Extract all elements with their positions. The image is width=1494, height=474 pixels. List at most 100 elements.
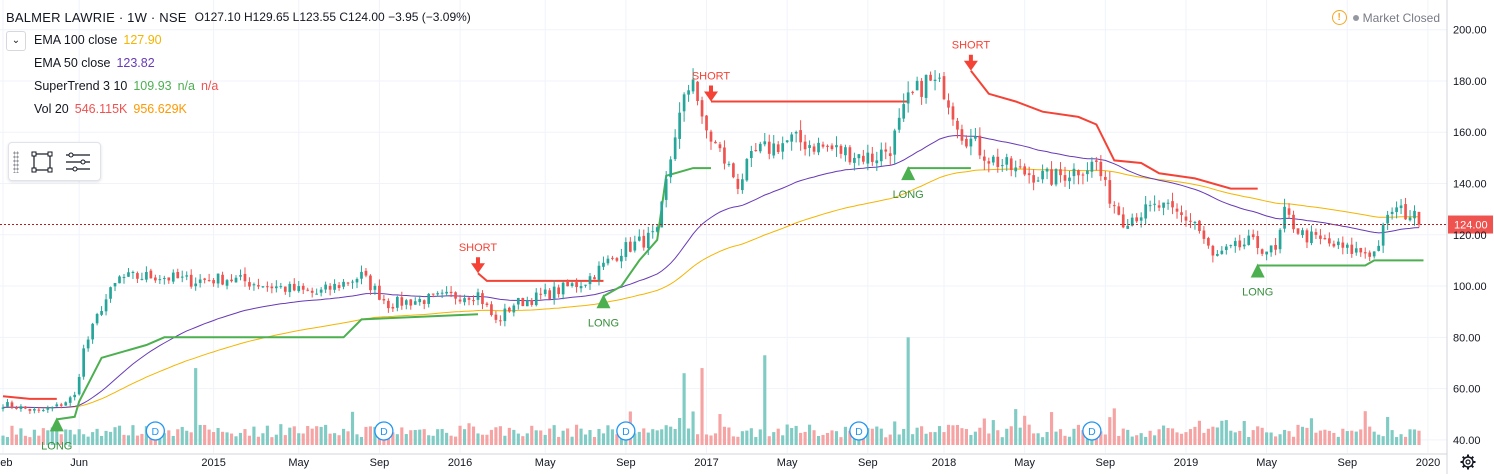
candle-body bbox=[530, 300, 534, 305]
list-settings-icon[interactable] bbox=[65, 149, 91, 175]
volume-bar bbox=[503, 435, 507, 445]
volume-bar bbox=[247, 435, 252, 445]
candle-body bbox=[991, 156, 995, 163]
volume-bar bbox=[234, 436, 238, 445]
volume-bar bbox=[91, 432, 95, 445]
volume-bar bbox=[391, 432, 395, 445]
candle-body bbox=[1305, 230, 1309, 243]
volume-bar bbox=[243, 429, 247, 445]
floating-toolbox[interactable] bbox=[8, 142, 101, 181]
candle-body bbox=[1045, 168, 1049, 172]
volume-bar bbox=[790, 428, 794, 445]
market-status[interactable]: ! Market Closed bbox=[1331, 10, 1440, 25]
volume-bar bbox=[489, 429, 493, 445]
candle-body bbox=[207, 280, 211, 282]
candle-body bbox=[660, 201, 664, 228]
candle-body bbox=[1301, 230, 1304, 236]
x-tick-label: Feb bbox=[0, 457, 12, 469]
candle-body bbox=[687, 90, 690, 95]
volume-bar bbox=[951, 425, 955, 445]
candle-body bbox=[996, 156, 1000, 168]
long-signal-arrow bbox=[901, 166, 916, 181]
collapse-legend-button[interactable]: ⌄ bbox=[6, 30, 26, 51]
candle-body bbox=[1157, 205, 1161, 208]
candle-body bbox=[1211, 245, 1215, 256]
candle-body bbox=[749, 150, 753, 159]
indicator-ema50[interactable]: EMA 50 close 123.82 bbox=[6, 52, 471, 75]
volume-bar bbox=[95, 428, 99, 445]
time-axis: Feb Jun 2015 May Sep 2016 May Sep 2017 May Sep 2018… bbox=[0, 453, 1447, 469]
volume-bar bbox=[436, 429, 440, 445]
dividend-label: D bbox=[1088, 426, 1096, 438]
candle-body bbox=[1184, 216, 1188, 221]
gear-icon[interactable] bbox=[1460, 454, 1476, 470]
volume-bar bbox=[306, 426, 310, 445]
candle-body bbox=[628, 241, 632, 252]
volume-bar bbox=[592, 437, 597, 445]
indicator-volume[interactable]: Vol 20 546.115K 956.629K bbox=[6, 98, 471, 121]
chart-grid bbox=[0, 0, 1447, 453]
candle-body bbox=[678, 112, 681, 139]
indicator-value-2: n/a bbox=[177, 79, 195, 93]
volume-bar bbox=[884, 437, 888, 445]
indicator-ema100[interactable]: ⌄ EMA 100 close 127.90 bbox=[6, 29, 471, 52]
drag-handle[interactable] bbox=[13, 150, 19, 173]
volume-bar bbox=[539, 430, 543, 445]
volume-bar bbox=[373, 426, 377, 445]
candle-body bbox=[879, 149, 883, 162]
candle-body bbox=[310, 290, 314, 293]
ema50-line bbox=[2, 134, 1420, 409]
volume-bar bbox=[1117, 435, 1121, 445]
candle-body bbox=[758, 143, 762, 152]
selection-rect-icon[interactable] bbox=[29, 149, 55, 175]
candle-body bbox=[301, 285, 305, 290]
supertrend-segment-down bbox=[2, 395, 57, 400]
volume-bar bbox=[176, 429, 180, 445]
candle-body bbox=[1404, 204, 1407, 220]
y-tick-label: 140.00 bbox=[1453, 179, 1487, 191]
symbol-title[interactable]: BALMER LAWRIE · 1W · NSE bbox=[6, 10, 187, 25]
indicator-value: 123.82 bbox=[116, 56, 155, 70]
volume-bar bbox=[781, 435, 785, 445]
candle-body bbox=[714, 141, 717, 144]
candle-body bbox=[1099, 161, 1103, 177]
x-tick-label: Sep bbox=[858, 457, 878, 469]
volume-bar bbox=[1130, 436, 1134, 445]
long-signal-label: LONG bbox=[41, 440, 72, 452]
status-dot-icon bbox=[1352, 14, 1359, 21]
candle-body bbox=[355, 279, 359, 283]
candle-body bbox=[588, 276, 592, 285]
volume-bar bbox=[1197, 420, 1201, 445]
candle-body bbox=[969, 138, 973, 147]
indicator-supertrend[interactable]: SuperTrend 3 10 109.93 n/a n/a bbox=[6, 75, 471, 98]
volume-bar bbox=[512, 429, 516, 445]
candle-body bbox=[982, 156, 986, 161]
volume-bar bbox=[1238, 430, 1242, 445]
volume-bar bbox=[633, 433, 637, 445]
candle-body bbox=[593, 277, 596, 280]
candle-body bbox=[664, 178, 668, 200]
candle-body bbox=[875, 160, 879, 164]
volume-bar bbox=[194, 368, 198, 445]
volume-bar bbox=[1036, 433, 1040, 445]
candle-body bbox=[404, 300, 408, 305]
candle-body bbox=[458, 299, 462, 302]
candle-body bbox=[1068, 177, 1071, 182]
volume-bar bbox=[122, 434, 126, 445]
candle-body bbox=[1171, 201, 1174, 208]
candle-body bbox=[422, 300, 426, 305]
candle-body bbox=[817, 142, 820, 153]
candle-body bbox=[467, 297, 471, 300]
candle-body bbox=[149, 270, 153, 279]
candle-body bbox=[790, 134, 794, 142]
volume-bar bbox=[1045, 431, 1049, 445]
short-signal-label: SHORT bbox=[692, 70, 731, 82]
candle-body bbox=[539, 293, 543, 295]
candle-body bbox=[257, 285, 260, 287]
volume-bar bbox=[270, 437, 274, 445]
volume-bar bbox=[839, 437, 843, 445]
volume-bar bbox=[1314, 432, 1318, 445]
candle-body bbox=[516, 297, 520, 305]
warning-icon[interactable]: ! bbox=[1331, 10, 1347, 25]
